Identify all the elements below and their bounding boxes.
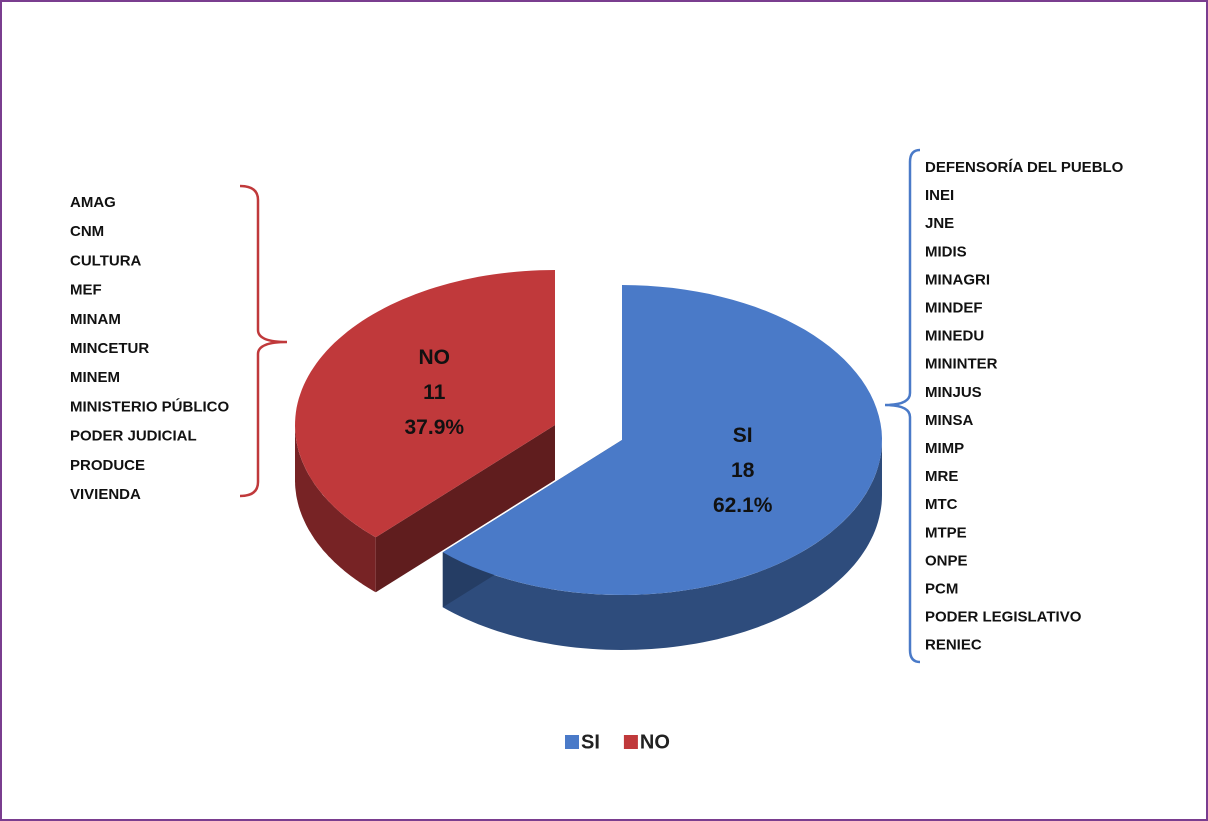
slice-face	[375, 425, 555, 593]
institution: MINISTERIO PÚBLICO	[70, 397, 230, 415]
institution: MIMP	[925, 440, 964, 457]
institution: MTC	[925, 496, 958, 513]
slice-count: 18	[731, 459, 755, 482]
institution: MTPE	[925, 524, 967, 541]
institution: JNE	[925, 215, 954, 232]
institution: ONPE	[925, 552, 968, 569]
institution: VIVIENDA	[70, 486, 141, 503]
institution: MIDIS	[925, 243, 967, 260]
institution: MINEDU	[925, 328, 984, 345]
institution: MRE	[925, 468, 958, 485]
institution: PCM	[925, 580, 958, 597]
pie-slice	[442, 285, 882, 595]
slice-name: NO	[419, 346, 451, 369]
institution: PRODUCE	[70, 457, 145, 474]
institution: CNM	[70, 223, 104, 240]
institution: RENIEC	[925, 637, 982, 654]
institution: MINEM	[70, 369, 120, 386]
institution: MINJUS	[925, 384, 982, 401]
legend-label: NO	[640, 731, 670, 753]
institution: CULTURA	[70, 252, 142, 269]
institution: MININTER	[925, 356, 998, 373]
institution: MINAM	[70, 311, 121, 328]
institution: PODER JUDICIAL	[70, 428, 197, 445]
slice-wall	[295, 425, 376, 593]
pie-slice	[295, 270, 555, 538]
institution: MINCETUR	[70, 340, 149, 357]
institution: MEF	[70, 282, 102, 299]
slice-percent: 62.1%	[713, 494, 773, 517]
institution: PODER LEGISLATIVO	[925, 609, 1082, 626]
institution: INEI	[925, 187, 954, 204]
slice-count: 11	[423, 381, 446, 404]
institution: MINSA	[925, 412, 974, 429]
institution: DEFENSORÍA DEL PUEBLO	[925, 159, 1124, 176]
institution: MINDEF	[925, 299, 983, 316]
slice-wall	[442, 440, 882, 650]
legend-swatch	[623, 735, 638, 749]
no-bracket	[239, 184, 288, 498]
legend-swatch	[565, 735, 579, 749]
slice-percent: 37.9%	[405, 416, 465, 439]
si-bracket	[884, 148, 921, 664]
institution: AMAG	[70, 194, 116, 211]
legend-label: SI	[581, 731, 600, 753]
slice-name: SI	[733, 424, 753, 447]
institution: MINAGRI	[925, 271, 990, 288]
